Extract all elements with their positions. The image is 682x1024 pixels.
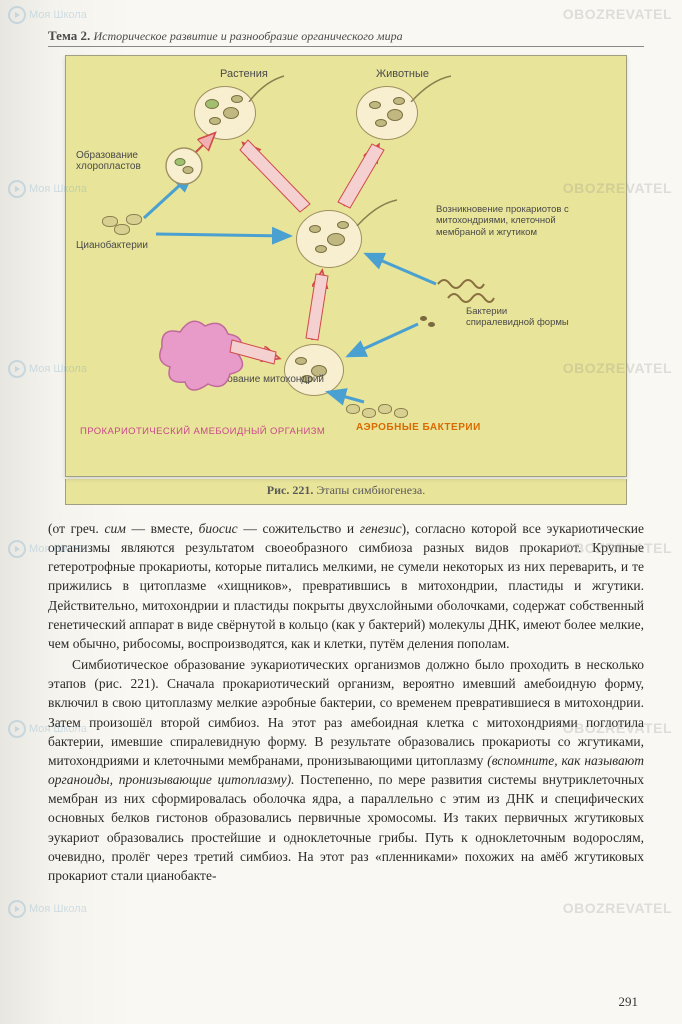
flagellum: [244, 72, 304, 102]
label-spiral: Бактерии спиралевидной формы: [466, 306, 576, 329]
watermark-icon: [8, 720, 26, 738]
nucleus-shape: [387, 109, 403, 121]
spiral-bacteria: [446, 288, 496, 308]
organelle: [375, 119, 387, 127]
watermark-moya-shkola: Моя Школа: [8, 6, 87, 24]
header-subtitle: Историческое развитие и разнообразие орг…: [93, 29, 402, 43]
organelle: [231, 95, 243, 103]
page-number: 291: [619, 994, 639, 1010]
textbook-page: Тема 2. Историческое развитие и разнообр…: [0, 0, 682, 1024]
watermark-oboz: OBOZREVATEL: [563, 900, 672, 916]
paragraph-2: Симбиотическое образование эукариотическ…: [48, 655, 644, 885]
watermark-icon: [8, 360, 26, 378]
label-chloroplast: Образование хлоропластов: [76, 150, 156, 172]
figure-221: Растения Животные: [65, 55, 627, 477]
cyano-cell: [126, 214, 142, 225]
nucleus-shape: [327, 233, 345, 246]
body-text: (от греч. сим — вместе, биосис — сожител…: [48, 519, 644, 885]
figure-caption: Рис. 221. Этапы симбиогенеза.: [65, 479, 627, 505]
watermark-oboz: OBOZREVATEL: [563, 6, 672, 22]
organelle: [393, 97, 405, 105]
paragraph-1: (от греч. сим — вместе, биосис — сожител…: [48, 519, 644, 653]
cyano-cell: [114, 224, 130, 235]
label-cyano: Цианобактерии: [76, 240, 148, 251]
aerobic-cell: [378, 404, 392, 414]
caption-text: Этапы симбиогенеза.: [313, 483, 425, 497]
watermark-icon: [8, 180, 26, 198]
flagellum: [406, 72, 466, 102]
organelle: [295, 357, 307, 365]
caption-number: Рис. 221.: [267, 483, 314, 497]
chloroplast-shape: [205, 99, 219, 109]
tema-label: Тема 2.: [48, 28, 90, 43]
label-aerobic: АЭРОБНЫЕ БАКТЕРИИ: [356, 422, 481, 433]
aerobic-cell: [346, 404, 360, 414]
flagellum: [352, 196, 412, 226]
organelle: [369, 101, 381, 109]
bacteria-dot: [420, 316, 427, 321]
label-amoeboid: ПРОКАРИОТИЧЕСКИЙ АМЕБОИДНЫЙ ОРГАНИЗМ: [80, 426, 325, 437]
watermark-text: Моя Школа: [29, 903, 87, 915]
page-header: Тема 2. Историческое развитие и разнообр…: [48, 28, 644, 47]
watermark-icon: [8, 540, 26, 558]
watermark-icon: [8, 900, 26, 918]
nucleus-shape: [223, 107, 239, 119]
aerobic-cell: [394, 408, 408, 418]
bacteria-dot: [428, 322, 435, 327]
diagram-area: Растения Животные: [66, 56, 626, 446]
amoeba-shape: [150, 312, 260, 402]
watermark-text: Моя Школа: [29, 9, 87, 21]
mito-cell: [284, 344, 344, 396]
organelle: [315, 245, 327, 253]
aerobic-cell: [362, 408, 376, 418]
label-prokaryote: Возникновение прокариотов с митохондриям…: [436, 204, 606, 238]
organelle: [309, 225, 321, 233]
watermark-moya-shkola: Моя Школа: [8, 900, 87, 918]
organelle: [209, 117, 221, 125]
organelle: [337, 221, 349, 229]
watermark-icon: [8, 6, 26, 24]
